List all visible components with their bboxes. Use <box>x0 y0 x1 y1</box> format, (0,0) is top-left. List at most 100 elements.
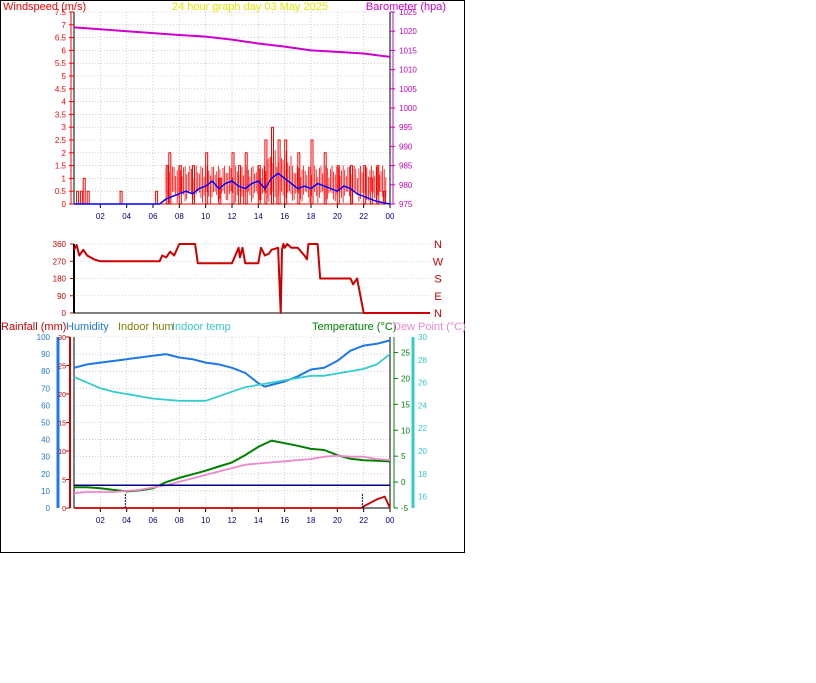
x-tick-label: 06 <box>149 516 158 525</box>
y-tick-label: 1.5 <box>55 162 67 171</box>
x-tick-label: 14 <box>254 212 263 221</box>
x-tick-label: 06 <box>149 212 158 221</box>
humidity-tick-label: 80 <box>41 367 50 376</box>
x-tick-label: 02 <box>96 212 105 221</box>
x-tick-label: 00 <box>386 516 395 525</box>
x-tick-label: 14 <box>254 516 263 525</box>
temperature-tick-label: 15 <box>401 400 410 409</box>
humidity-tick-label: 90 <box>41 350 50 359</box>
x-tick-label: 04 <box>122 516 131 525</box>
y-tick-label: 6 <box>62 46 67 55</box>
humidity-tick-label: 100 <box>37 333 51 342</box>
x-tick-label: 10 <box>201 212 210 221</box>
y-tick-label: 4.5 <box>55 85 67 94</box>
y2-tick-label: 1005 <box>399 85 417 94</box>
dew-point-tick-label: 16 <box>418 493 427 502</box>
legend-entry: Indoor hum <box>118 321 174 333</box>
x-tick-label: 16 <box>280 212 289 221</box>
y2-tick-label: 985 <box>399 162 413 171</box>
dew-point-tick-label: 24 <box>418 401 427 410</box>
direction-tick-label: 90 <box>57 292 66 301</box>
compass-label: W <box>433 256 444 268</box>
y-tick-label: 2 <box>62 149 67 158</box>
barometer-line <box>73 26 391 58</box>
humidity-tick-label: 0 <box>46 504 51 513</box>
temperature-tick-label: 25 <box>401 349 410 358</box>
temperature-tick-label: 5 <box>401 452 406 461</box>
rainfall-tick-label: 15 <box>58 421 66 428</box>
legend-entry: Humidity <box>66 321 109 333</box>
direction-tick-label: 270 <box>53 257 67 266</box>
y-tick-label: 7 <box>62 21 67 30</box>
y-tick-label: 3 <box>62 123 67 132</box>
x-tick-label: 22 <box>359 212 368 221</box>
y-tick-label: 5 <box>62 72 67 81</box>
y2-tick-label: 1015 <box>399 46 417 55</box>
x-tick-label: 16 <box>280 516 289 525</box>
rainfall-mm-line <box>74 495 391 509</box>
dew-point-tick-label: 26 <box>418 379 427 388</box>
y-tick-label: 0 <box>62 200 67 209</box>
x-tick-label: 08 <box>175 212 184 221</box>
direction-tick-label: 0 <box>62 309 67 318</box>
rainfall-tick-label: 0 <box>62 506 66 513</box>
dew-point-tick-label: 30 <box>418 333 427 342</box>
legend-entry: Indoor temp <box>172 321 231 333</box>
humidity-tick-label: 30 <box>41 453 50 462</box>
indoor-temp-line <box>73 353 391 402</box>
chart-title: 24 hour graph day 03 May 2025 <box>172 1 328 13</box>
humidity-tick-label: 50 <box>41 419 50 428</box>
x-tick-label: 22 <box>359 516 368 525</box>
compass-label: N <box>434 308 442 320</box>
x-tick-label: 20 <box>333 212 342 221</box>
direction-tick-label: 360 <box>53 240 67 249</box>
x-tick-label: 04 <box>122 212 131 221</box>
wind-average-line <box>74 172 391 205</box>
direction-tick-label: 180 <box>53 275 67 284</box>
wind-gust-line <box>74 126 390 205</box>
legend-entry: Dew Point (°C) <box>393 321 466 333</box>
y2-tick-label: 1020 <box>399 27 417 36</box>
x-tick-label: 00 <box>386 212 395 221</box>
humidity-tick-label: 20 <box>41 470 50 479</box>
x-tick-label: 18 <box>307 516 316 525</box>
y-tick-label: 0.5 <box>55 187 67 196</box>
rainfall-tick-label: 10 <box>58 449 66 456</box>
dew-point-tick-label: 28 <box>418 356 427 365</box>
temperature-tick-label: 0 <box>401 478 406 487</box>
humidity-line <box>73 339 391 388</box>
y2-tick-label: 990 <box>399 142 413 151</box>
x-tick-label: 02 <box>96 516 105 525</box>
humidity-tick-label: 40 <box>41 436 50 445</box>
compass-label: S <box>434 274 441 286</box>
x-tick-label: 12 <box>228 212 237 221</box>
rainfall-tick-label: 20 <box>58 392 66 399</box>
dew-point-c-line <box>73 454 391 495</box>
compass-label: N <box>434 239 442 251</box>
y2-tick-label: 980 <box>399 181 413 190</box>
y-tick-label: 4 <box>62 98 67 107</box>
dew-point-tick-label: 20 <box>418 447 427 456</box>
x-tick-label: 12 <box>228 516 237 525</box>
compass-label: E <box>434 291 441 303</box>
rainfall-tick-label: 30 <box>58 335 66 342</box>
humidity-tick-label: 60 <box>41 401 50 410</box>
temperature-tick-label: 10 <box>401 426 410 435</box>
x-tick-label: 10 <box>201 516 210 525</box>
rainfall-tick-label: 5 <box>62 478 66 485</box>
y2-tick-label: 1000 <box>399 104 417 113</box>
dew-point-tick-label: 18 <box>418 470 427 479</box>
y-tick-label: 1 <box>62 174 67 183</box>
x-tick-label: 08 <box>175 516 184 525</box>
x-tick-label: 20 <box>333 516 342 525</box>
temperature-tick-label: 20 <box>401 374 410 383</box>
legend-entry: Temperature (°C) <box>312 321 396 333</box>
rainfall-tick-label: 25 <box>58 364 66 371</box>
y-tick-label: 3.5 <box>55 110 67 119</box>
windspeed-axis-title: Windspeed (m/s) <box>3 1 86 13</box>
x-tick-label: 18 <box>307 212 316 221</box>
y-tick-label: 2.5 <box>55 136 67 145</box>
legend-entry: Rainfall (mm) <box>1 321 66 333</box>
dew-point-tick-label: 22 <box>418 424 427 433</box>
